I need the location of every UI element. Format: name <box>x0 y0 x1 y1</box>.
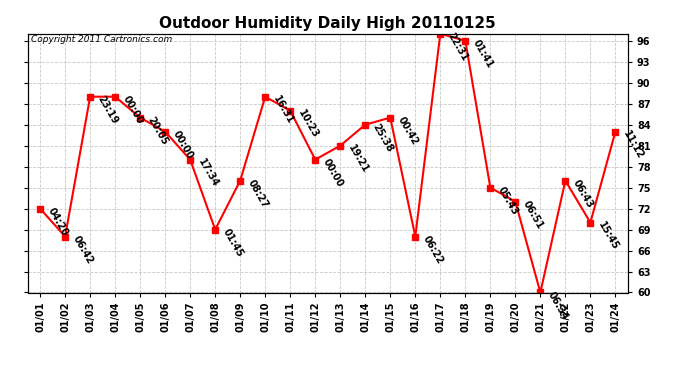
Text: 25:38: 25:38 <box>371 122 395 154</box>
Text: 01:45: 01:45 <box>221 227 245 259</box>
Text: 16:31: 16:31 <box>270 94 295 126</box>
Text: 04:20: 04:20 <box>46 206 70 238</box>
Text: 08:27: 08:27 <box>246 178 270 210</box>
Text: 00:42: 00:42 <box>396 115 420 147</box>
Text: Copyright 2011 Cartronics.com: Copyright 2011 Cartronics.com <box>30 35 172 44</box>
Text: 23:19: 23:19 <box>96 94 120 126</box>
Text: 20:05: 20:05 <box>146 115 170 147</box>
Text: 00:00: 00:00 <box>121 94 145 126</box>
Text: 00:00: 00:00 <box>170 129 195 161</box>
Text: 22:31: 22:31 <box>446 31 470 63</box>
Text: 06:51: 06:51 <box>521 199 545 231</box>
Text: 05:43: 05:43 <box>496 185 520 217</box>
Text: 15:45: 15:45 <box>596 220 620 252</box>
Text: 06:34: 06:34 <box>546 290 570 322</box>
Text: 00:00: 00:00 <box>321 157 345 189</box>
Text: 17:34: 17:34 <box>196 157 220 189</box>
Text: 19:21: 19:21 <box>346 143 370 175</box>
Title: Outdoor Humidity Daily High 20110125: Outdoor Humidity Daily High 20110125 <box>159 16 496 31</box>
Text: 06:22: 06:22 <box>421 234 445 266</box>
Text: 06:43: 06:43 <box>571 178 595 210</box>
Text: 10:23: 10:23 <box>296 108 320 140</box>
Text: 06:42: 06:42 <box>70 234 95 266</box>
Text: 11:12: 11:12 <box>621 129 645 161</box>
Text: 01:41: 01:41 <box>471 38 495 70</box>
